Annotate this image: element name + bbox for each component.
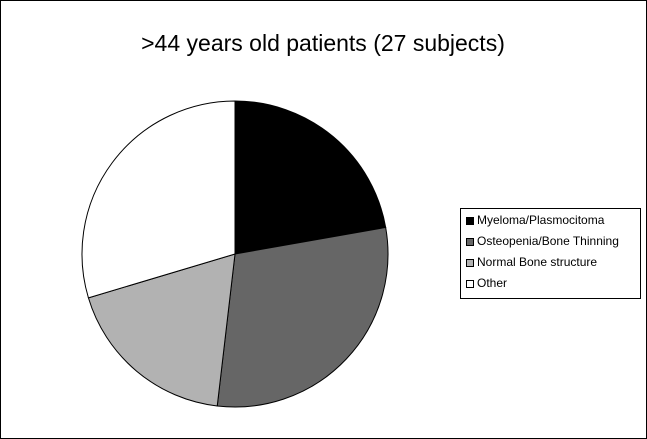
legend-box	[460, 208, 641, 299]
legend-label: Myeloma/Plasmocitoma	[477, 213, 605, 227]
legend-label: Other	[477, 276, 507, 290]
legend-label: Normal Bone structure	[477, 255, 597, 269]
legend-swatch	[466, 217, 474, 225]
legend-swatch	[466, 280, 474, 288]
pie-slice	[81, 100, 236, 299]
chart-title: >44 years old patients (27 subjects)	[141, 30, 505, 56]
pie-slice	[87, 253, 236, 407]
legend-label: Osteopenia/Bone Thinning	[477, 234, 619, 248]
pie-slice	[216, 226, 389, 408]
pie-slice	[234, 100, 387, 255]
legend-swatch	[466, 238, 474, 246]
legend-swatch	[466, 259, 474, 267]
